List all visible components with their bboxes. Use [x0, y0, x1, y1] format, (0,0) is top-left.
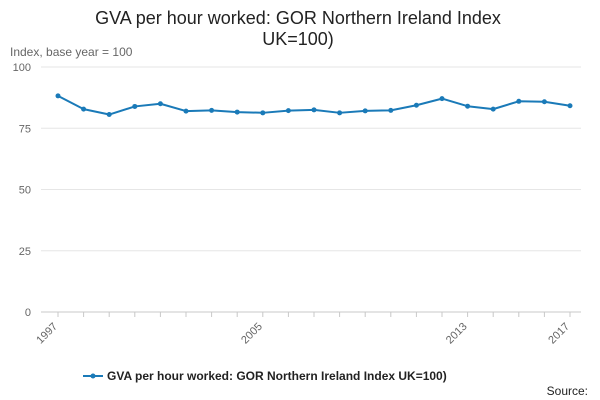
data-point[interactable]: [106, 112, 112, 118]
grid-layer: [41, 66, 581, 313]
chart-title-line-1: GVA per hour worked: GOR Northern Irelan…: [95, 8, 501, 28]
chart-title-line-2: UK=100): [262, 29, 334, 49]
data-point[interactable]: [183, 108, 189, 114]
data-point[interactable]: [388, 107, 394, 113]
data-point[interactable]: [260, 110, 266, 116]
data-point[interactable]: [337, 110, 343, 116]
data-point[interactable]: [567, 103, 573, 109]
data-point[interactable]: [311, 107, 317, 113]
x-tick-label: 2013: [444, 321, 470, 347]
data-point[interactable]: [157, 101, 163, 107]
source-label: Source:: [547, 384, 588, 398]
data-point[interactable]: [209, 107, 215, 113]
x-tick-label: 2005: [239, 321, 265, 347]
data-point[interactable]: [439, 96, 445, 102]
chart-subtitle: Index, base year = 100: [10, 45, 133, 59]
data-point[interactable]: [285, 108, 291, 114]
series-layer: [55, 93, 573, 118]
data-point[interactable]: [490, 106, 496, 112]
y-tick-label: 75: [19, 123, 31, 135]
data-point[interactable]: [465, 103, 471, 109]
data-point[interactable]: [541, 99, 547, 105]
data-point[interactable]: [413, 102, 419, 108]
y-tick-label: 100: [13, 62, 31, 74]
data-point[interactable]: [362, 108, 368, 114]
x-tick-label: 2017: [546, 321, 572, 347]
legend-point-swatch: [90, 373, 96, 379]
data-point[interactable]: [132, 103, 138, 109]
y-tick-label: 50: [19, 185, 31, 197]
y-tick-label: 0: [25, 307, 31, 319]
x-axis: 1997 2005 2013 2017: [34, 312, 572, 346]
y-axis: 0 25 50 75 100: [13, 62, 31, 319]
data-point[interactable]: [516, 98, 522, 104]
data-point[interactable]: [81, 106, 87, 112]
legend[interactable]: GVA per hour worked: GOR Northern Irelan…: [83, 369, 447, 383]
data-point[interactable]: [234, 109, 240, 115]
x-tick-label: 1997: [34, 321, 60, 347]
legend-series-label: GVA per hour worked: GOR Northern Irelan…: [107, 369, 447, 383]
y-tick-label: 25: [19, 246, 31, 258]
data-point[interactable]: [55, 93, 61, 99]
